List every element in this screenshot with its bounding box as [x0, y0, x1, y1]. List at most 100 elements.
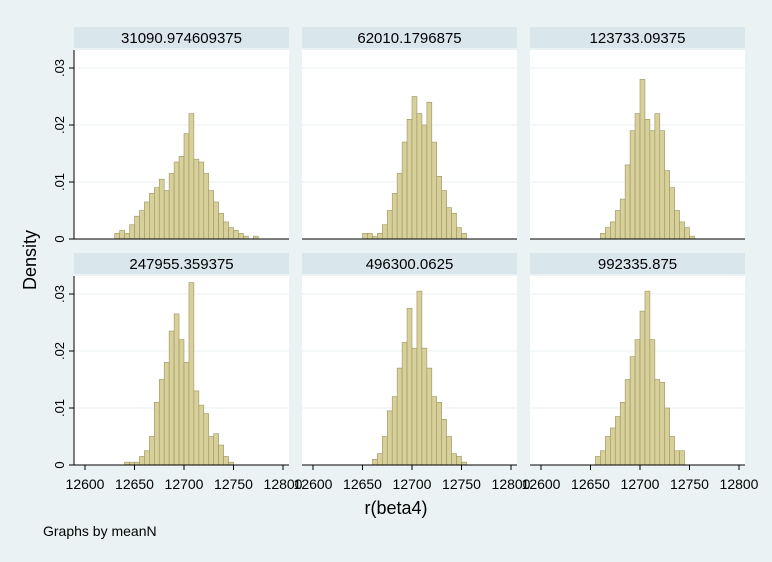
histogram-bar — [456, 227, 462, 240]
x-tick-label: 12750 — [670, 476, 709, 492]
x-tick-label: 12600 — [294, 476, 333, 492]
histogram-bar — [619, 198, 626, 240]
histogram-bar — [218, 444, 224, 466]
histogram-bar — [600, 450, 606, 466]
x-tick-label: 12800 — [720, 476, 759, 492]
histogram-bar — [614, 416, 621, 466]
histogram-bar — [124, 233, 130, 240]
histogram-bar — [208, 190, 214, 240]
x-tick-label: 12800 — [492, 476, 531, 492]
histogram-bar — [595, 456, 601, 466]
histogram-bar — [139, 456, 145, 466]
histogram-bar — [168, 173, 175, 240]
x-tick-label: 12800 — [264, 476, 303, 492]
y-tick-label: .02 — [52, 342, 67, 360]
histogram-bar — [372, 458, 378, 466]
histogram-bar — [367, 233, 373, 240]
histogram-bar — [193, 390, 200, 466]
histogram-bar — [154, 401, 160, 466]
histogram-bar — [624, 379, 631, 466]
histogram-bar — [451, 453, 457, 466]
histogram-bar — [203, 413, 210, 466]
histogram-bar — [377, 233, 383, 240]
histogram-bar — [381, 436, 388, 466]
histogram-bar — [208, 436, 214, 466]
histogram-bar — [213, 433, 219, 466]
histogram-bar — [634, 339, 641, 466]
histogram-bar — [149, 193, 155, 240]
histogram-bar — [421, 124, 428, 240]
histogram-bar — [223, 456, 229, 466]
x-axis-2: 12600 12650 12700 12750 12800 — [294, 465, 531, 492]
histogram-bar — [183, 133, 190, 240]
histogram-bar — [114, 233, 120, 240]
histogram-bar — [600, 233, 606, 240]
histogram-bar — [193, 158, 200, 240]
histogram-bar — [401, 141, 408, 240]
histogram-bar — [644, 119, 651, 240]
histogram-bar — [619, 401, 626, 466]
histogram-bar — [144, 201, 150, 240]
histogram-bar — [154, 187, 160, 240]
histogram-bar — [416, 113, 423, 240]
histogram-bar — [441, 190, 447, 240]
histogram-bar — [386, 410, 393, 466]
histogram-bar — [188, 282, 195, 466]
histogram-bar — [644, 290, 651, 466]
x-tick-label: 12650 — [571, 476, 610, 492]
panel-header — [530, 253, 745, 274]
histogram-bar — [134, 215, 140, 240]
histogram-bar — [639, 310, 646, 466]
x-tick-label: 12650 — [115, 476, 154, 492]
x-tick-label: 12750 — [442, 476, 481, 492]
panel-title: 62010.1796875 — [357, 30, 461, 47]
histogram-bar — [679, 221, 685, 240]
histogram-bar — [163, 190, 170, 240]
x-tick-label: 12750 — [214, 476, 253, 492]
histogram-bar — [679, 450, 685, 466]
histogram-bar — [158, 379, 165, 466]
histogram-bar — [416, 290, 423, 466]
histogram-bar — [649, 339, 656, 466]
panel-header — [74, 27, 289, 48]
histogram-bar — [446, 436, 452, 466]
x-tick-label: 12700 — [621, 476, 660, 492]
histogram-bar — [391, 193, 398, 240]
histogram-bar — [441, 419, 447, 466]
histogram-bar — [664, 170, 670, 240]
panel-title: 31090.974609375 — [121, 30, 242, 47]
y-tick-label: .03 — [52, 59, 67, 77]
histogram-bar — [411, 96, 418, 240]
histogram-bar — [406, 307, 413, 466]
histogram-bar — [426, 367, 433, 466]
histogram-bar — [421, 347, 428, 466]
panel-3: 123733.09375 — [530, 27, 745, 240]
histogram-bar — [139, 210, 145, 240]
histogram-bar — [396, 173, 403, 240]
histogram-bar — [188, 113, 195, 240]
x-tick-label: 12650 — [343, 476, 382, 492]
histogram-bar — [391, 396, 398, 466]
y-tick-label: .02 — [52, 116, 67, 134]
histogram-bar — [228, 227, 234, 240]
histogram-bar — [669, 187, 675, 240]
panel-title: 247955.359375 — [129, 256, 233, 273]
histogram-bar — [674, 210, 680, 240]
histogram-bar — [659, 382, 666, 466]
x-tick-label: 12700 — [393, 476, 432, 492]
histogram-bar — [634, 113, 641, 240]
x-tick-label: 12600 — [522, 476, 561, 492]
histogram-bar — [198, 161, 205, 240]
histogram-bar — [178, 339, 185, 466]
histogram-bar — [436, 401, 442, 466]
histogram-bar — [203, 173, 210, 240]
panel-title: 123733.09375 — [590, 30, 686, 47]
histogram-bar — [456, 456, 462, 466]
histogram-bar — [451, 213, 457, 240]
histogram-bar — [401, 342, 408, 466]
histogram-bar — [654, 113, 661, 240]
histogram-bar — [377, 453, 383, 466]
histogram-bar — [605, 436, 611, 466]
histogram-bar — [406, 119, 413, 240]
